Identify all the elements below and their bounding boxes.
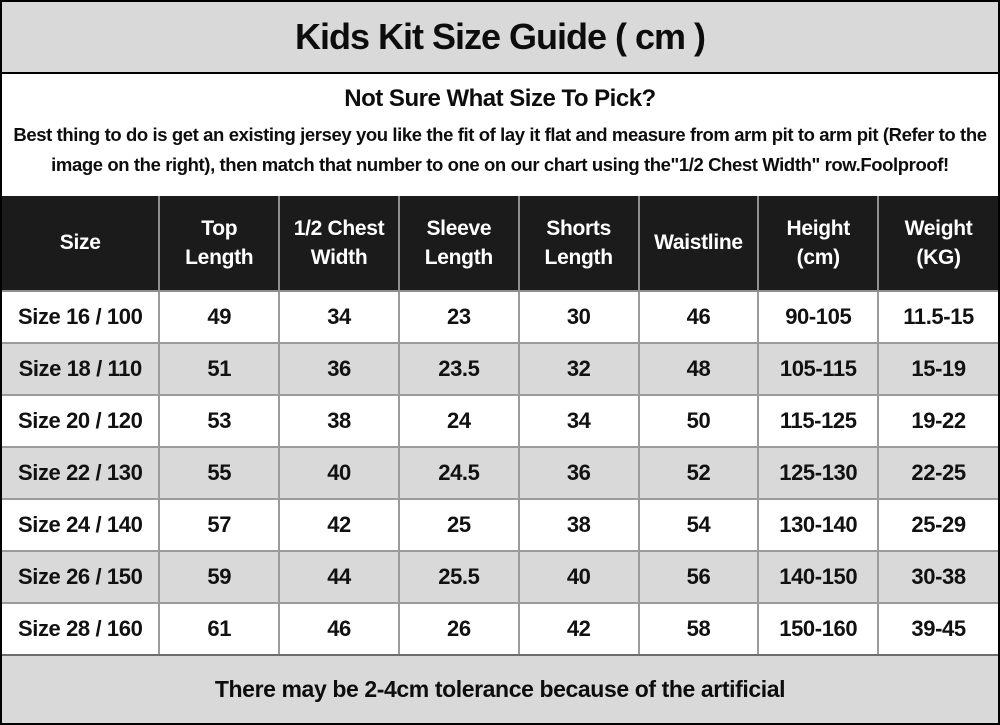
value-cell-top-length: 61 <box>158 602 281 656</box>
table-row: Size 26 / 150 59 44 25.5 40 56 140-150 30-38 <box>2 550 998 604</box>
column-header-top-length: Top Length <box>158 196 281 292</box>
column-header-half-chest-width: 1/2 Chest Width <box>278 196 400 292</box>
value-cell-height-cm: 140-150 <box>757 550 880 604</box>
value-cell-half-chest-width: 36 <box>278 342 400 396</box>
intro-heading: Not Sure What Size To Pick? <box>344 85 656 112</box>
column-header-weight-kg: Weight (KG) <box>877 196 998 292</box>
column-header-height-cm: Height (cm) <box>757 196 880 292</box>
tolerance-note: There may be 2-4cm tolerance because of … <box>214 676 786 702</box>
value-cell-sleeve-length: 24.5 <box>397 446 520 500</box>
value-cell-half-chest-width: 40 <box>278 446 400 500</box>
value-cell-sleeve-length: 23.5 <box>397 342 520 396</box>
value-cell-half-chest-width: 44 <box>278 550 400 604</box>
value-cell-top-length: 57 <box>158 498 281 552</box>
value-cell-weight-kg: 30-38 <box>877 550 998 604</box>
size-label-cell: Size 28 / 160 <box>2 602 161 656</box>
size-table: Size Top Length 1/2 Chest Width Sleeve Leng… <box>2 196 998 656</box>
value-cell-waistline: 48 <box>637 342 760 396</box>
value-cell-weight-kg: 19-22 <box>877 394 998 448</box>
size-label-cell: Size 24 / 140 <box>2 498 161 552</box>
value-cell-sleeve-length: 25 <box>397 498 520 552</box>
column-header-waistline: Waistline <box>637 196 760 292</box>
value-cell-weight-kg: 22-25 <box>877 446 998 500</box>
value-cell-height-cm: 125-130 <box>757 446 880 500</box>
value-cell-shorts-length: 36 <box>517 446 640 500</box>
value-cell-top-length: 51 <box>158 342 281 396</box>
value-cell-height-cm: 90-105 <box>757 290 880 344</box>
value-cell-shorts-length: 32 <box>517 342 640 396</box>
value-cell-waistline: 58 <box>637 602 760 656</box>
value-cell-sleeve-length: 25.5 <box>397 550 520 604</box>
table-row: Size 18 / 110 51 36 23.5 32 48 105-115 15-19 <box>2 342 998 396</box>
table-header-row: Size Top Length 1/2 Chest Width Sleeve Leng… <box>2 196 998 292</box>
size-label-cell: Size 20 / 120 <box>2 394 161 448</box>
value-cell-half-chest-width: 34 <box>278 290 400 344</box>
intro-section: Not Sure What Size To Pick? Best thing t… <box>2 74 998 196</box>
value-cell-waistline: 56 <box>637 550 760 604</box>
value-cell-top-length: 49 <box>158 290 281 344</box>
value-cell-weight-kg: 25-29 <box>877 498 998 552</box>
value-cell-shorts-length: 42 <box>517 602 640 656</box>
value-cell-weight-kg: 39-45 <box>877 602 998 656</box>
value-cell-waistline: 54 <box>637 498 760 552</box>
value-cell-waistline: 46 <box>637 290 760 344</box>
size-label-cell: Size 18 / 110 <box>2 342 161 396</box>
size-label-cell: Size 22 / 130 <box>2 446 161 500</box>
value-cell-height-cm: 115-125 <box>757 394 880 448</box>
value-cell-shorts-length: 38 <box>517 498 640 552</box>
value-cell-waistline: 52 <box>637 446 760 500</box>
column-header-shorts-length: Shorts Length <box>517 196 640 292</box>
value-cell-shorts-length: 30 <box>517 290 640 344</box>
value-cell-top-length: 59 <box>158 550 281 604</box>
value-cell-shorts-length: 40 <box>517 550 640 604</box>
value-cell-half-chest-width: 42 <box>278 498 400 552</box>
value-cell-top-length: 55 <box>158 446 281 500</box>
page-title: Kids Kit Size Guide ( cm ) <box>294 16 706 57</box>
value-cell-half-chest-width: 46 <box>278 602 400 656</box>
size-table-head: Size Top Length 1/2 Chest Width Sleeve Leng… <box>2 196 998 292</box>
table-row: Size 24 / 140 57 42 25 38 54 130-140 25-29 <box>2 498 998 552</box>
intro-body-text: Best thing to do is get an existing jers… <box>13 124 987 175</box>
column-header-sleeve-length: Sleeve Length <box>397 196 520 292</box>
footer-note-bar: There may be 2-4cm tolerance because of … <box>2 656 998 723</box>
size-label-cell: Size 26 / 150 <box>2 550 161 604</box>
value-cell-sleeve-length: 24 <box>397 394 520 448</box>
value-cell-shorts-length: 34 <box>517 394 640 448</box>
value-cell-half-chest-width: 38 <box>278 394 400 448</box>
size-label-cell: Size 16 / 100 <box>2 290 161 344</box>
title-bar: Kids Kit Size Guide ( cm ) <box>2 2 998 74</box>
value-cell-top-length: 53 <box>158 394 281 448</box>
value-cell-sleeve-length: 26 <box>397 602 520 656</box>
value-cell-height-cm: 105-115 <box>757 342 880 396</box>
table-row: Size 16 / 100 49 34 23 30 46 90-105 11.5-15 <box>2 290 998 344</box>
size-table-body: Size 16 / 100 49 34 23 30 46 90-105 11.5-15 Size… <box>2 290 998 656</box>
value-cell-weight-kg: 11.5-15 <box>877 290 998 344</box>
table-row: Size 20 / 120 53 38 24 34 50 115-125 19-22 <box>2 394 998 448</box>
value-cell-weight-kg: 15-19 <box>877 342 998 396</box>
value-cell-waistline: 50 <box>637 394 760 448</box>
value-cell-sleeve-length: 23 <box>397 290 520 344</box>
table-row: Size 22 / 130 55 40 24.5 36 52 125-130 22-25 <box>2 446 998 500</box>
table-row: Size 28 / 160 61 46 26 42 58 150-160 39-45 <box>2 602 998 656</box>
value-cell-height-cm: 150-160 <box>757 602 880 656</box>
value-cell-height-cm: 130-140 <box>757 498 880 552</box>
column-header-size: Size <box>2 196 161 292</box>
